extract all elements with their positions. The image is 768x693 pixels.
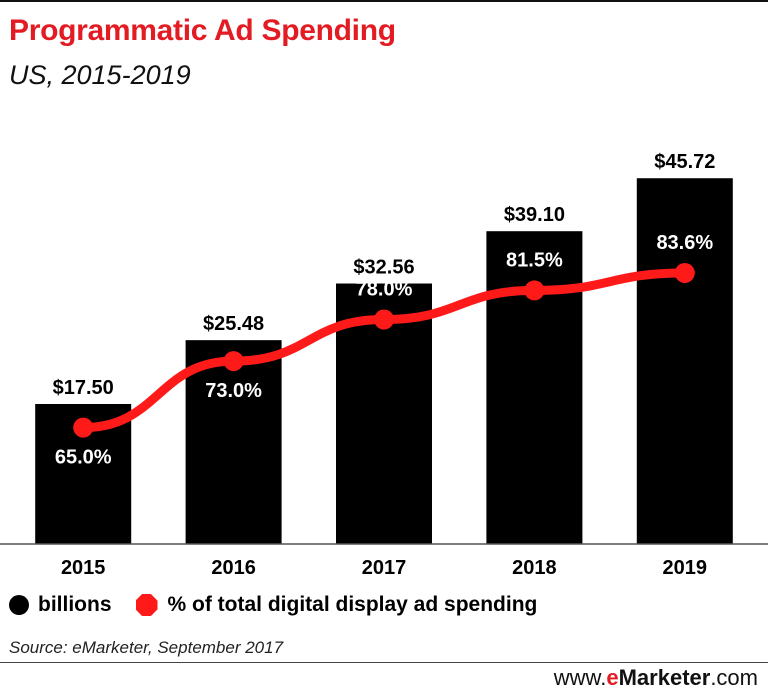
line-point bbox=[73, 417, 94, 438]
line-point bbox=[374, 309, 394, 330]
legend-line-label: % of total digital display ad spending bbox=[167, 593, 538, 616]
x-tick-label: 2017 bbox=[362, 557, 407, 579]
x-tick-label: 2018 bbox=[512, 557, 557, 579]
legend: billions % of total digital display ad s… bbox=[9, 593, 561, 617]
line-point bbox=[524, 280, 545, 301]
legend-bar-swatch-icon bbox=[9, 595, 29, 615]
line-point bbox=[223, 351, 244, 372]
footer-rule bbox=[0, 662, 768, 663]
x-tick-label: 2016 bbox=[211, 557, 256, 579]
line-value-label: 65.0% bbox=[55, 447, 112, 469]
line-value-label: 81.5% bbox=[506, 249, 563, 271]
source-note: Source: eMarketer, September 2017 bbox=[9, 638, 284, 657]
bar-value-label: $17.50 bbox=[53, 377, 114, 399]
x-tick-label: 2015 bbox=[61, 557, 106, 579]
line-value-label: 78.0% bbox=[356, 279, 413, 301]
line-point bbox=[674, 262, 695, 283]
bar-value-label: $45.72 bbox=[654, 151, 715, 173]
line-value-label: 73.0% bbox=[205, 380, 262, 402]
x-tick-label: 2019 bbox=[663, 557, 708, 579]
brand-logo: www.eMarketer.com bbox=[553, 665, 758, 690]
top-rule bbox=[0, 0, 768, 2]
chart-plot: $17.50 $25.48 $32.56 $39.10 $45.72 2015 2016 20… bbox=[0, 151, 768, 579]
bar bbox=[486, 231, 583, 544]
bar-value-label: $25.48 bbox=[203, 313, 264, 335]
bar bbox=[185, 340, 282, 544]
legend-item-billions: billions bbox=[9, 593, 112, 617]
bar-value-label: $39.10 bbox=[504, 204, 565, 226]
legend-bar-label: billions bbox=[38, 593, 112, 616]
legend-line-swatch-icon bbox=[135, 594, 158, 616]
chart-title: Programmatic Ad Spending bbox=[9, 14, 396, 47]
bar-value-label: $32.56 bbox=[353, 257, 414, 279]
line-value-label: 83.6% bbox=[656, 232, 713, 254]
bar bbox=[636, 178, 733, 545]
legend-item-percent: % of total digital display ad spending bbox=[135, 593, 538, 617]
chart-subtitle: US, 2015-2019 bbox=[9, 60, 191, 90]
